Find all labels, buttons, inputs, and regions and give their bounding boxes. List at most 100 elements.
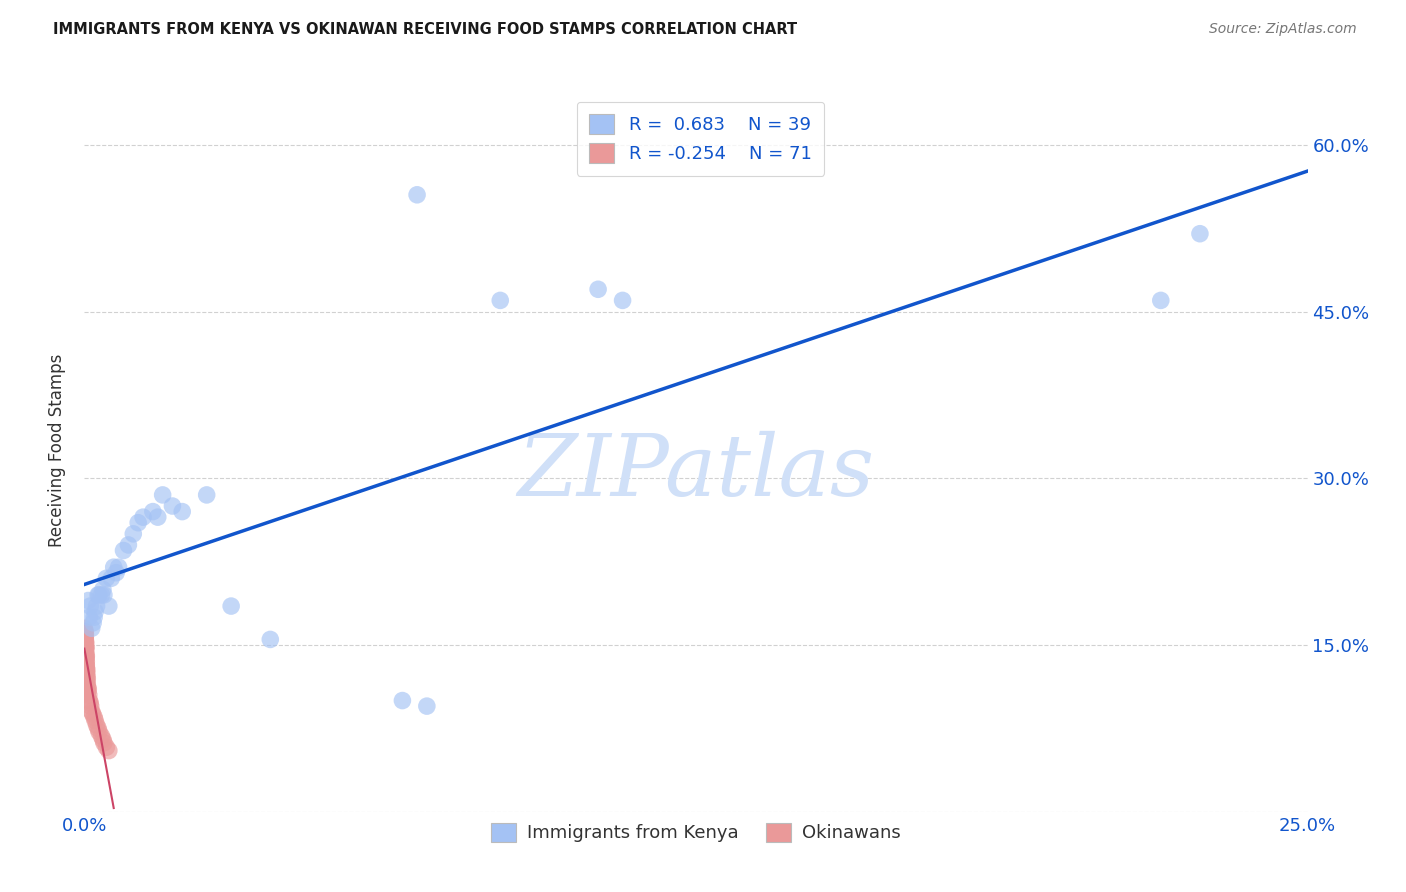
- Point: [97, 743, 120, 757]
- Point: [75, 629, 97, 643]
- Point: [76, 677, 98, 691]
- Point: [97, 599, 120, 613]
- Point: [73, 629, 96, 643]
- Text: ZIPatlas: ZIPatlas: [517, 431, 875, 514]
- Point: [73, 632, 96, 647]
- Point: [142, 505, 165, 519]
- Point: [75, 649, 97, 664]
- Point: [75, 655, 97, 669]
- Point: [76, 662, 98, 676]
- Point: [103, 560, 125, 574]
- Point: [73, 632, 96, 647]
- Point: [75, 647, 97, 661]
- Point: [73, 640, 96, 655]
- Point: [73, 640, 96, 655]
- Point: [73, 643, 96, 657]
- Point: [146, 510, 169, 524]
- Point: [73, 629, 96, 643]
- Point: [162, 499, 184, 513]
- Point: [172, 505, 194, 519]
- Text: IMMIGRANTS FROM KENYA VS OKINAWAN RECEIVING FOOD STAMPS CORRELATION CHART: IMMIGRANTS FROM KENYA VS OKINAWAN RECEIV…: [53, 22, 797, 37]
- Point: [93, 588, 115, 602]
- Point: [96, 740, 118, 755]
- Point: [75, 627, 97, 641]
- Point: [86, 718, 108, 732]
- Text: Source: ZipAtlas.com: Source: ZipAtlas.com: [1209, 22, 1357, 37]
- Point: [75, 655, 97, 669]
- Point: [77, 593, 100, 607]
- Point: [76, 684, 98, 698]
- Point: [73, 621, 96, 635]
- Point: [77, 693, 100, 707]
- Point: [586, 282, 609, 296]
- Point: [73, 627, 96, 641]
- Legend: Immigrants from Kenya, Okinawans: Immigrants from Kenya, Okinawans: [484, 815, 908, 850]
- Point: [73, 632, 96, 647]
- Point: [107, 560, 129, 574]
- Point: [79, 599, 101, 613]
- Point: [259, 632, 281, 647]
- Point: [73, 638, 96, 652]
- Point: [1150, 293, 1173, 308]
- Point: [75, 632, 97, 647]
- Point: [80, 699, 103, 714]
- Point: [96, 571, 118, 585]
- Point: [90, 729, 112, 743]
- Point: [75, 636, 97, 650]
- Point: [75, 658, 97, 673]
- Point: [82, 706, 104, 721]
- Point: [87, 588, 110, 602]
- Point: [73, 636, 96, 650]
- Point: [76, 671, 98, 685]
- Point: [77, 688, 100, 702]
- Point: [87, 588, 110, 602]
- Point: [77, 682, 100, 697]
- Point: [489, 293, 512, 308]
- Point: [73, 638, 96, 652]
- Point: [86, 599, 108, 613]
- Point: [416, 699, 439, 714]
- Point: [152, 488, 174, 502]
- Point: [75, 624, 97, 639]
- Point: [76, 669, 98, 683]
- Point: [75, 651, 97, 665]
- Point: [79, 696, 101, 710]
- Point: [75, 651, 97, 665]
- Point: [77, 610, 100, 624]
- Point: [75, 640, 97, 655]
- Point: [76, 665, 98, 680]
- Point: [122, 526, 145, 541]
- Point: [91, 732, 114, 747]
- Point: [75, 651, 97, 665]
- Point: [75, 665, 97, 680]
- Point: [75, 649, 97, 664]
- Point: [406, 187, 429, 202]
- Y-axis label: Receiving Food Stamps: Receiving Food Stamps: [48, 354, 66, 547]
- Point: [75, 640, 97, 655]
- Point: [391, 693, 413, 707]
- Point: [73, 632, 96, 647]
- Point: [73, 624, 96, 639]
- Point: [75, 660, 97, 674]
- Point: [73, 643, 96, 657]
- Point: [612, 293, 634, 308]
- Point: [91, 582, 114, 597]
- Point: [84, 605, 107, 619]
- Point: [219, 599, 242, 613]
- Point: [75, 643, 97, 657]
- Point: [90, 588, 112, 602]
- Point: [80, 621, 103, 635]
- Point: [75, 640, 97, 655]
- Point: [1188, 227, 1211, 241]
- Point: [80, 705, 103, 719]
- Point: [127, 516, 149, 530]
- Point: [105, 566, 128, 580]
- Point: [75, 647, 97, 661]
- Point: [73, 624, 96, 639]
- Point: [117, 538, 139, 552]
- Point: [76, 680, 98, 694]
- Point: [75, 662, 97, 676]
- Point: [87, 722, 110, 736]
- Point: [83, 610, 105, 624]
- Point: [112, 543, 135, 558]
